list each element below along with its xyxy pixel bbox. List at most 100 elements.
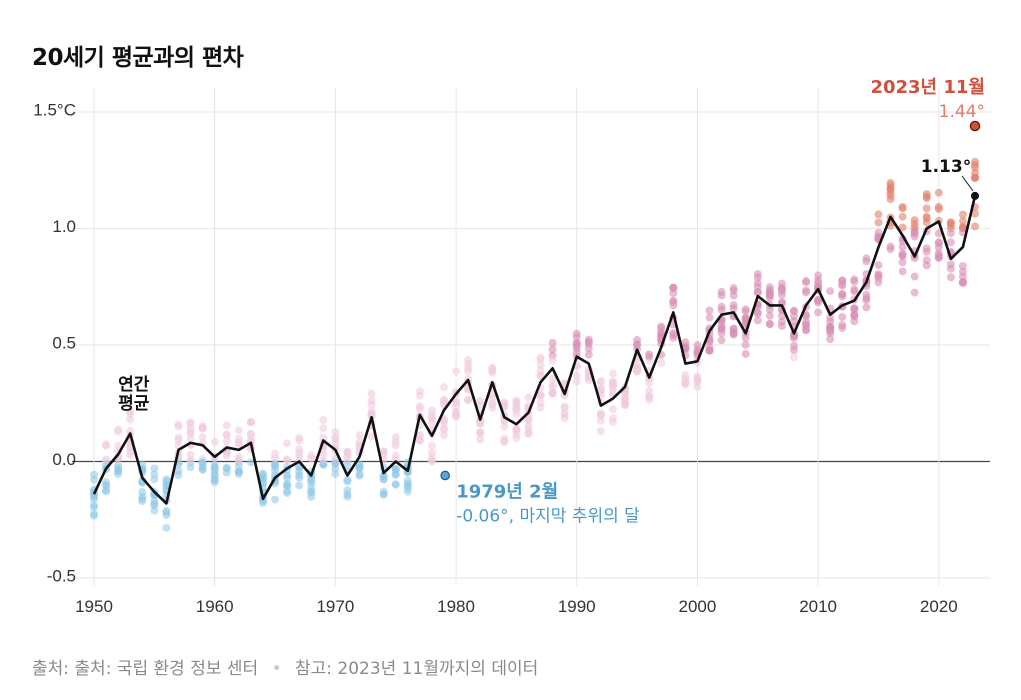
monthly-point [536, 355, 545, 364]
monthly-point [343, 447, 352, 456]
monthly-point [343, 460, 352, 469]
monthly-point [283, 455, 292, 464]
monthly-point [271, 462, 280, 471]
monthly-point [174, 433, 183, 442]
monthly-point [850, 312, 859, 321]
monthly-point [138, 487, 147, 496]
monthly-point [536, 391, 545, 400]
monthly-point [741, 333, 750, 342]
monthly-point [246, 458, 255, 467]
monthly-point [210, 437, 219, 446]
monthly-point [958, 217, 967, 226]
monthly-point [946, 238, 955, 247]
monthly-point [391, 441, 400, 450]
monthly-point [391, 480, 400, 489]
y-tick-label: -0.5 [47, 566, 76, 585]
monthly-point [126, 409, 135, 418]
monthly-point [186, 428, 195, 437]
monthly-point [596, 376, 605, 385]
monthly-point [548, 338, 557, 347]
monthly-point [307, 476, 316, 485]
monthly-point [102, 455, 111, 464]
monthly-point [355, 471, 364, 480]
monthly-point [838, 281, 847, 290]
monthly-point [669, 283, 678, 292]
monthly-point [488, 403, 497, 412]
monthly-point [958, 262, 967, 271]
monthly-point [862, 303, 871, 312]
monthly-point [295, 452, 304, 461]
monthly-point [802, 278, 811, 287]
chart-footer: 출처: 출처: 국립 환경 정보 센터 • 참고: 2023년 11월까지의 데… [32, 654, 538, 679]
monthly-point [826, 327, 835, 336]
monthly-point [162, 523, 171, 532]
monthly-point [367, 432, 376, 441]
monthly-point [898, 267, 907, 276]
monthly-point [283, 439, 292, 448]
monthly-point [415, 391, 424, 400]
monthly-point [560, 414, 569, 423]
monthly-point [560, 402, 569, 411]
record-month-marker [969, 120, 981, 132]
monthly-point [271, 495, 280, 504]
annotations: 연간 평균 1979년 2월 -0.06°, 마지막 추위의 달 2023년 11월 1.… [118, 77, 985, 526]
monthly-point [331, 439, 340, 448]
monthly-point [826, 287, 835, 296]
monthly-point [922, 261, 931, 270]
monthly-point [548, 380, 557, 389]
monthly-point [608, 405, 617, 414]
monthly-point [693, 341, 702, 350]
monthly-point [439, 395, 448, 404]
monthly-point [922, 204, 931, 213]
monthly-point [222, 468, 231, 477]
monthly-point [379, 490, 388, 499]
monthly-point [283, 473, 292, 482]
last-cold-month-label: 1979년 2월 [456, 481, 558, 502]
monthly-point [633, 340, 642, 349]
monthly-point [898, 223, 907, 232]
monthly-point [90, 494, 98, 503]
last-cold-month-detail: -0.06°, 마지막 추위의 달 [456, 506, 640, 526]
monthly-point [608, 379, 617, 388]
monthly-point [802, 322, 811, 331]
monthly-point [898, 204, 907, 213]
monthly-point [765, 291, 774, 300]
monthly-point [150, 475, 159, 484]
monthly-point [295, 481, 304, 490]
monthly-point [427, 454, 436, 463]
monthly-point [802, 288, 811, 297]
monthly-point [90, 501, 98, 510]
monthly-point [186, 450, 195, 459]
monthly-point [934, 251, 943, 260]
monthly-point [753, 316, 762, 325]
monthly-point [789, 330, 798, 339]
monthly-point [693, 372, 702, 381]
monthly-point [186, 463, 195, 472]
monthly-point [464, 396, 473, 405]
monthly-point [452, 398, 461, 407]
monthly-point [174, 420, 183, 429]
monthly-point [910, 272, 919, 281]
monthly-point [391, 465, 400, 474]
monthly-point [439, 425, 448, 434]
monthly-point [608, 414, 617, 423]
monthly-point [777, 312, 786, 321]
monthly-point [536, 371, 545, 380]
data-note: 참고: 2023년 11월까지의 데이터 [295, 659, 539, 679]
monthly-point [102, 440, 111, 449]
monthly-point [102, 481, 111, 490]
monthly-point [789, 353, 798, 362]
monthly-point [596, 409, 605, 418]
monthly-point [331, 427, 340, 436]
annual-average-label-line: 연간 [118, 375, 150, 395]
monthly-point [958, 210, 967, 219]
monthly-point [705, 306, 714, 315]
monthly-point [826, 313, 835, 322]
monthly-point [138, 496, 147, 505]
monthly-point [524, 421, 533, 430]
monthly-point [874, 261, 883, 270]
annual-value-label: 1.13° [921, 157, 971, 177]
x-tick-label: 1990 [558, 597, 596, 616]
monthly-point [427, 410, 436, 419]
monthly-point [114, 441, 123, 450]
